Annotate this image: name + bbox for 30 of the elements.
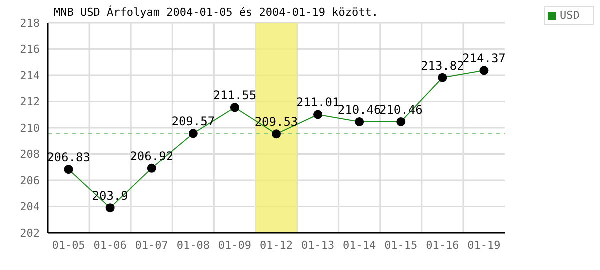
y-tick-label: 208 bbox=[20, 148, 40, 162]
x-tick-label: 01-16 bbox=[426, 238, 460, 252]
y-tick-label: 214 bbox=[20, 69, 40, 82]
x-tick-label: 01-07 bbox=[135, 238, 168, 252]
legend-label: USD bbox=[560, 9, 580, 22]
y-tick-label: 202 bbox=[20, 226, 40, 240]
data-label: 213.82 bbox=[421, 58, 464, 73]
x-tick-label: 01-09 bbox=[218, 238, 252, 252]
x-tick-label: 01-19 bbox=[468, 238, 501, 252]
x-tick-label: 01-12 bbox=[260, 238, 294, 252]
data-label: 211.55 bbox=[213, 88, 257, 103]
x-tick-label: 01-14 bbox=[343, 238, 377, 252]
x-tick-label: 01-08 bbox=[176, 238, 210, 252]
data-label: 209.57 bbox=[172, 114, 216, 129]
x-tick-label: 01-06 bbox=[94, 238, 127, 252]
chart-title: MNB USD Árfolyam 2004-01-05 és 2004-01-19 között. bbox=[54, 6, 379, 19]
y-tick-label: 206 bbox=[20, 174, 40, 188]
data-label: 209.53 bbox=[254, 115, 298, 130]
y-tick-label: 218 bbox=[20, 16, 40, 30]
data-label: 211.01 bbox=[296, 96, 340, 110]
data-label: 206.83 bbox=[47, 150, 90, 165]
data-label: 214.37 bbox=[462, 52, 506, 66]
x-tick-label: 01-15 bbox=[384, 238, 418, 252]
x-tick-label: 01-05 bbox=[52, 238, 86, 252]
y-tick-label: 216 bbox=[20, 43, 40, 56]
y-tick-label: 210 bbox=[20, 122, 40, 135]
y-tick-label: 212 bbox=[20, 96, 40, 109]
data-label: 210.46 bbox=[338, 102, 382, 117]
x-tick-label: 01-13 bbox=[301, 238, 335, 252]
y-tick-label: 204 bbox=[20, 200, 40, 214]
